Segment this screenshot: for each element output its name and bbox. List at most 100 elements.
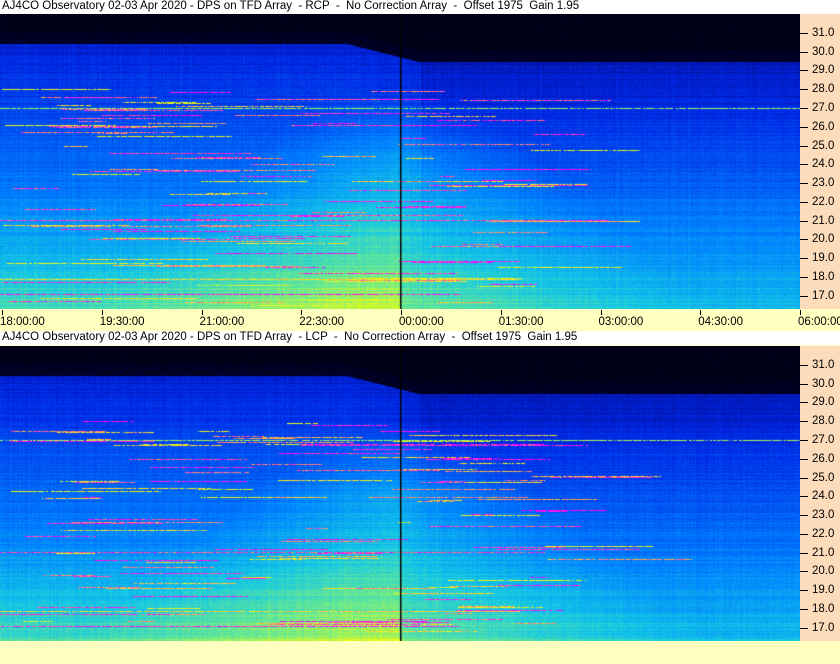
freq-tick: 31.0 bbox=[800, 358, 840, 372]
freq-tick: 20.0 bbox=[800, 232, 840, 246]
time-tick-label: 00:00:00 bbox=[399, 316, 444, 328]
freq-tick: 20.0 bbox=[800, 564, 840, 578]
freq-tick-label: 30.0 bbox=[812, 377, 835, 390]
freq-tick: 27.0 bbox=[800, 433, 840, 447]
freq-tick: 17.0 bbox=[800, 621, 840, 635]
freq-tick-label: 18.0 bbox=[812, 271, 835, 284]
panel-title-rcp: AJ4CO Observatory 02-03 Apr 2020 - DPS o… bbox=[0, 0, 800, 14]
time-tick-label: 18:00:00 bbox=[0, 316, 45, 328]
tick-mark bbox=[800, 590, 808, 592]
time-tick-label: 03:00:00 bbox=[598, 316, 644, 328]
freq-tick-label: 21.0 bbox=[812, 546, 835, 559]
tick-mark bbox=[800, 477, 808, 479]
freq-tick-label: 21.0 bbox=[812, 214, 835, 227]
freq-tick: 31.0 bbox=[800, 26, 840, 40]
freq-tick: 24.0 bbox=[800, 489, 840, 503]
tick-mark bbox=[800, 383, 808, 385]
freq-tick-label: 22.0 bbox=[812, 527, 835, 540]
tick-mark bbox=[800, 183, 808, 185]
title-spacer bbox=[800, 0, 840, 14]
freq-tick-label: 27.0 bbox=[812, 101, 835, 114]
tick-mark bbox=[800, 145, 808, 147]
freq-tick-label: 28.0 bbox=[812, 83, 835, 96]
freq-tick: 30.0 bbox=[800, 45, 840, 59]
freq-tick: 28.0 bbox=[800, 414, 840, 428]
tick-mark bbox=[800, 402, 808, 404]
tick-mark bbox=[800, 515, 808, 517]
freq-tick: 23.0 bbox=[800, 176, 840, 190]
freq-tick-label: 26.0 bbox=[812, 452, 835, 465]
tick-mark bbox=[800, 107, 808, 109]
time-tick-label: 06:00:00 bbox=[798, 316, 840, 328]
tick-mark bbox=[600, 310, 602, 315]
freq-tick-label: 31.0 bbox=[812, 26, 835, 39]
freq-tick-label: 30.0 bbox=[812, 45, 835, 58]
freq-tick-label: 25.0 bbox=[812, 139, 835, 152]
tick-mark bbox=[800, 439, 808, 441]
spectrogram-rcp[interactable] bbox=[0, 14, 800, 309]
freq-tick-label: 18.0 bbox=[812, 603, 835, 616]
time-tick-label: 22:30:00 bbox=[299, 316, 345, 328]
time-tick-label: 01:30:00 bbox=[498, 316, 544, 328]
tick-mark bbox=[800, 70, 808, 72]
tick-mark bbox=[800, 220, 808, 222]
tick-mark bbox=[2, 310, 3, 315]
freq-tick: 19.0 bbox=[800, 251, 840, 265]
freq-tick: 22.0 bbox=[800, 527, 840, 541]
freq-tick-label: 20.0 bbox=[812, 565, 835, 578]
freq-tick: 26.0 bbox=[800, 120, 840, 134]
freq-tick: 25.0 bbox=[800, 471, 840, 485]
freq-tick-label: 24.0 bbox=[812, 490, 835, 503]
tick-mark bbox=[800, 277, 808, 279]
bottom-strip bbox=[0, 641, 840, 664]
tick-mark bbox=[800, 164, 808, 166]
tick-mark bbox=[800, 258, 808, 260]
time-tick-label: 21:00:00 bbox=[199, 316, 245, 328]
tick-mark bbox=[800, 89, 808, 91]
time-tick-label: 19:30:00 bbox=[99, 316, 145, 328]
tick-mark bbox=[800, 609, 808, 611]
tick-mark bbox=[800, 458, 808, 460]
freq-tick-label: 25.0 bbox=[812, 471, 835, 484]
freq-tick-label: 29.0 bbox=[812, 396, 835, 409]
freq-tick: 22.0 bbox=[800, 195, 840, 209]
tick-mark bbox=[201, 310, 203, 315]
freq-tick-label: 19.0 bbox=[812, 252, 835, 265]
tick-mark bbox=[700, 310, 702, 315]
tick-mark bbox=[800, 627, 808, 629]
tick-mark bbox=[800, 239, 808, 241]
freq-tick: 18.0 bbox=[800, 602, 840, 616]
tick-mark bbox=[800, 310, 801, 315]
freq-tick-label: 23.0 bbox=[812, 509, 835, 522]
freq-tick-label: 26.0 bbox=[812, 120, 835, 133]
freq-tick-label: 22.0 bbox=[812, 195, 835, 208]
tick-mark bbox=[800, 533, 808, 535]
frequency-axis-rcp: 31.0 30.0 29.0 28.0 27.0 26.0 25.0 24.0 23.0 22.0… bbox=[800, 14, 840, 309]
tick-mark bbox=[800, 421, 808, 423]
tick-mark bbox=[401, 310, 402, 315]
time-tick-label: 04:30:00 bbox=[698, 316, 744, 328]
freq-tick-label: 27.0 bbox=[812, 433, 835, 446]
tick-mark bbox=[800, 571, 808, 573]
freq-tick: 24.0 bbox=[800, 157, 840, 171]
freq-tick: 21.0 bbox=[800, 546, 840, 560]
tick-mark bbox=[800, 32, 808, 34]
tick-mark bbox=[800, 552, 808, 554]
title-spacer bbox=[800, 331, 840, 345]
tick-mark bbox=[800, 126, 808, 128]
freq-tick: 23.0 bbox=[800, 508, 840, 522]
freq-tick: 29.0 bbox=[800, 395, 840, 409]
freq-tick: 17.0 bbox=[800, 289, 840, 303]
freq-tick: 26.0 bbox=[800, 452, 840, 466]
tick-mark bbox=[800, 496, 808, 498]
tick-mark bbox=[800, 201, 808, 203]
freq-tick: 25.0 bbox=[800, 139, 840, 153]
tick-mark bbox=[800, 364, 808, 366]
freq-tick-label: 31.0 bbox=[812, 358, 835, 371]
spectrogram-lcp[interactable] bbox=[0, 346, 800, 641]
frequency-axis-lcp: 31.0 30.0 29.0 28.0 27.0 26.0 25.0 24.0 23.0 22.0… bbox=[800, 346, 840, 641]
freq-tick: 18.0 bbox=[800, 270, 840, 284]
tick-mark bbox=[101, 310, 103, 315]
tick-mark bbox=[800, 295, 808, 297]
freq-tick-label: 19.0 bbox=[812, 584, 835, 597]
